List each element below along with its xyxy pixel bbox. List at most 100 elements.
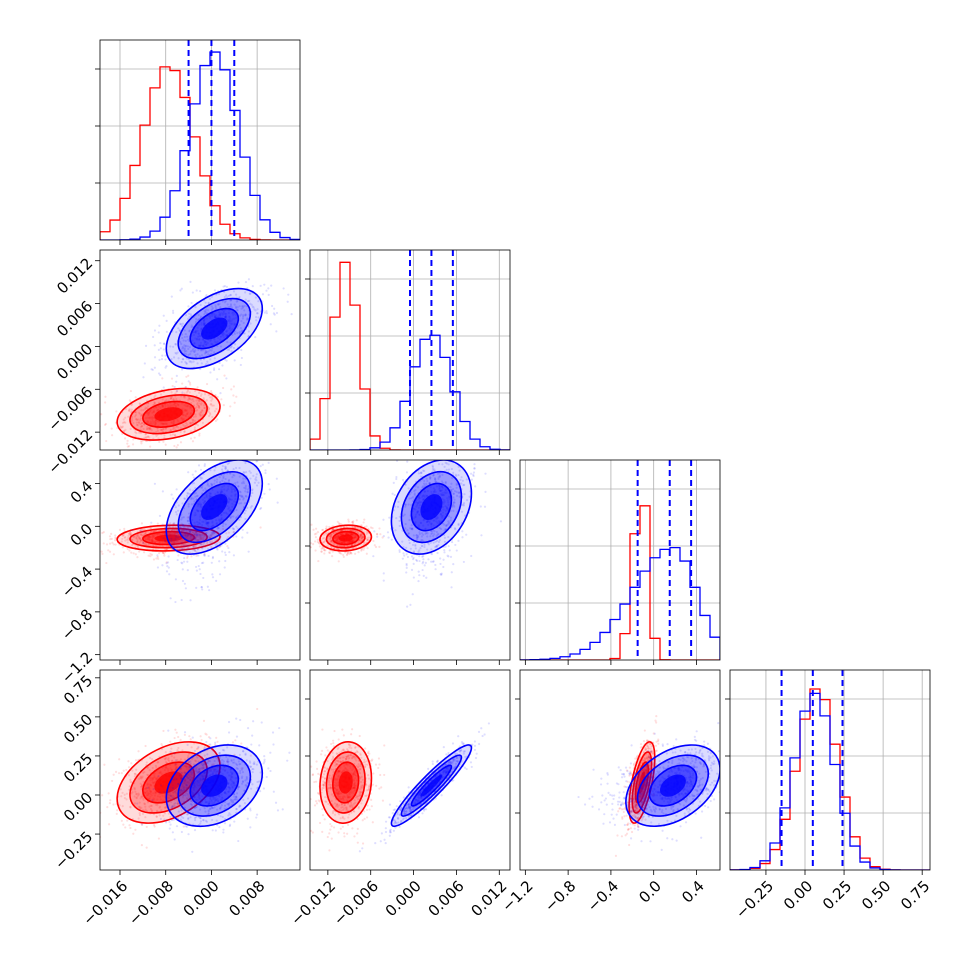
scatter-point (205, 351, 208, 354)
scatter-point (165, 756, 168, 760)
scatter-point (216, 418, 219, 421)
scatter-point (338, 523, 341, 526)
scatter-point (432, 469, 435, 472)
scatter-point (187, 761, 190, 764)
scatter-point (449, 457, 451, 459)
scatter-point (210, 542, 213, 546)
scatter-point (121, 546, 124, 549)
scatter-point (153, 825, 156, 828)
scatter-point (133, 788, 136, 791)
scatter-point (210, 308, 213, 311)
scatter-point (202, 538, 205, 542)
scatter-point (441, 463, 444, 466)
scatter-point (229, 293, 232, 297)
scatter-point (246, 506, 249, 509)
scatter-point (184, 386, 188, 389)
scatter-point (244, 494, 247, 498)
scatter-point (138, 801, 141, 804)
scatter-point (369, 526, 373, 529)
scatter-point (172, 544, 176, 547)
scatter-point (176, 536, 180, 539)
scatter-point (139, 797, 142, 800)
scatter-point (206, 585, 209, 588)
scatter-point (263, 283, 266, 286)
scatter-point (366, 538, 369, 542)
scatter-point (140, 425, 144, 428)
scatter-point (351, 521, 354, 524)
scatter-point (185, 528, 188, 532)
scatter-point (362, 535, 365, 538)
scatter-point (216, 758, 219, 761)
scatter-point (208, 297, 211, 300)
scatter-point (140, 442, 143, 445)
scatter-point (417, 534, 420, 537)
scatter-point (164, 358, 167, 361)
scatter-point (378, 527, 381, 530)
scatter-point (109, 799, 112, 802)
scatter-point (231, 527, 234, 530)
scatter-point (195, 766, 198, 769)
scatter-point (184, 534, 187, 537)
scatter-point (321, 537, 324, 540)
scatter-point (188, 381, 192, 384)
scatter-point (218, 541, 222, 544)
scatter-point (413, 489, 416, 493)
scatter-point (411, 543, 415, 546)
scatter-point (342, 545, 345, 548)
scatter-point (144, 433, 147, 436)
scatter-point (122, 534, 125, 537)
scatter-point (193, 549, 197, 552)
scatter-point (129, 826, 132, 830)
density-contour (165, 460, 264, 555)
scatter-point (188, 522, 191, 526)
scatter-point (219, 305, 222, 309)
scatter-point (144, 744, 147, 748)
scatter-point (431, 560, 435, 563)
scatter-point (412, 576, 415, 579)
scatter-point (224, 299, 227, 303)
scatter-point (156, 804, 159, 807)
scatter-point (196, 401, 199, 405)
scatter-point (223, 295, 226, 299)
scatter-point (217, 527, 220, 530)
scatter-point (361, 536, 365, 539)
scatter-point (185, 391, 188, 394)
scatter-point (245, 318, 249, 321)
scatter-point (443, 529, 446, 532)
scatter-point (424, 561, 427, 565)
scatter-point (180, 561, 183, 564)
scatter-point (404, 483, 407, 486)
scatter-point (445, 468, 448, 471)
scatter-point (144, 816, 147, 819)
scatter-point (134, 772, 137, 775)
scatter-point (187, 398, 190, 401)
scatter-point (359, 533, 362, 537)
scatter-point (163, 539, 167, 543)
scatter-point (200, 542, 203, 546)
scatter-point (210, 485, 213, 488)
scatter-point (434, 568, 437, 571)
scatter-point (447, 463, 450, 466)
scatter-point (158, 814, 161, 817)
scatter-point (452, 496, 455, 499)
scatter-point (188, 398, 191, 401)
scatter-point (202, 536, 205, 539)
scatter-point (337, 522, 341, 525)
scatter-point (135, 418, 138, 421)
scatter-point (473, 463, 476, 466)
scatter-point (406, 529, 409, 532)
scatter-point (362, 548, 365, 551)
scatter-point (247, 550, 250, 553)
scatter-point (458, 491, 461, 495)
scatter-point (240, 495, 243, 499)
scatter-point (443, 523, 446, 526)
scatter-point (223, 566, 226, 569)
scatter-point (104, 395, 107, 398)
scatter-point (229, 304, 233, 307)
scatter-point (175, 331, 178, 334)
scatter-point (360, 524, 363, 527)
scatter-point (132, 535, 135, 538)
scatter-point (197, 464, 201, 467)
scatter-point (446, 554, 449, 557)
scatter-point (185, 549, 188, 552)
